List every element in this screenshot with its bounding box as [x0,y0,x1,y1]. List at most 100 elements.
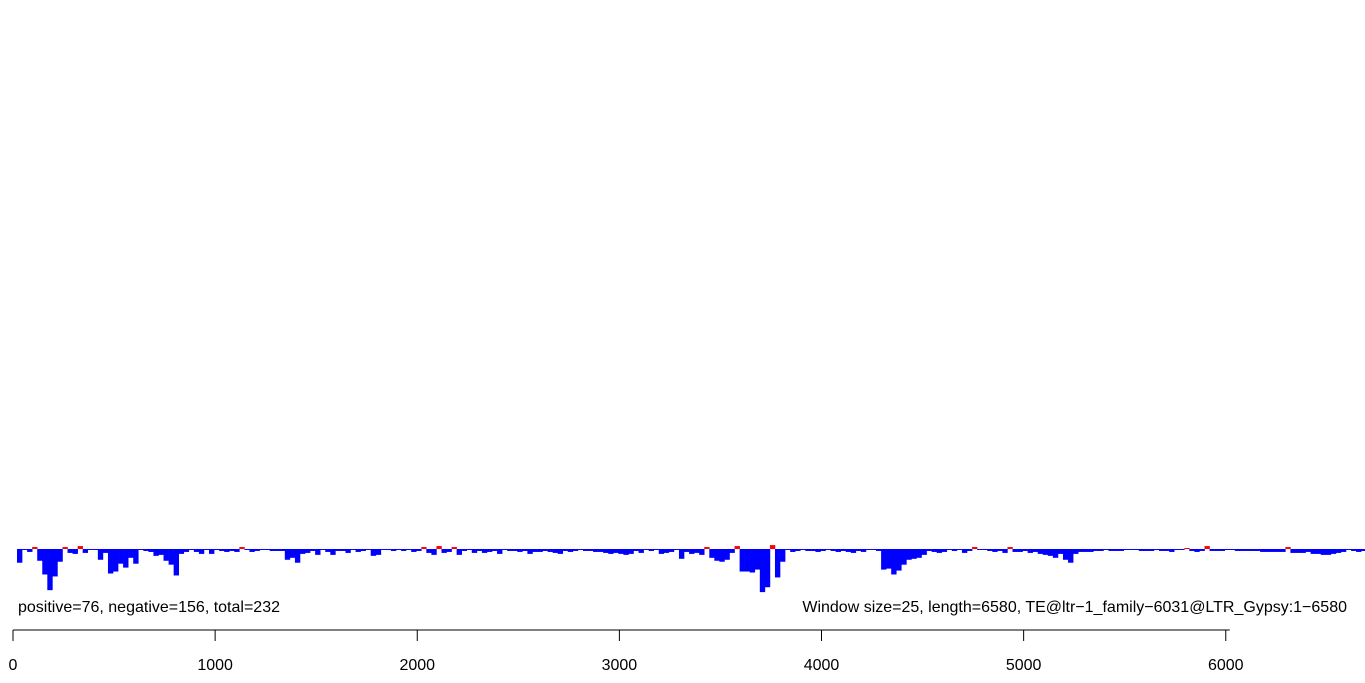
bar [881,549,887,570]
bar [749,549,756,573]
bar [653,549,660,550]
bar [1345,549,1352,550]
bar [790,549,796,552]
bar [1290,549,1296,553]
bar [107,549,114,574]
bar [1174,549,1180,550]
bar [668,549,675,552]
bar [886,549,892,569]
bar [663,549,670,553]
bar [1133,549,1140,550]
bar [1260,549,1266,552]
bar [1017,549,1023,552]
bar [203,549,210,550]
bar [279,549,286,551]
bar [951,549,958,551]
bar [456,549,462,555]
bar [931,549,937,552]
bar [345,549,351,553]
bar [1320,549,1327,555]
bar [1310,549,1316,554]
bar [936,549,943,553]
bar [1148,549,1155,551]
bar [57,549,63,562]
bar [370,549,377,556]
bar [497,549,503,554]
bar [860,549,867,552]
bar [229,549,235,551]
bar [350,549,356,550]
bar [411,549,417,552]
bar [244,549,250,550]
bar [315,549,321,555]
bar [1103,549,1109,550]
bar [451,547,457,549]
x-tick-label: 2000 [399,657,435,674]
bar [87,549,94,550]
bar [719,549,725,562]
bar [360,549,366,551]
bar [1305,549,1311,552]
bar [466,549,473,550]
bar [825,549,831,550]
bar [552,549,558,553]
bar [219,549,225,551]
bar [1280,549,1286,552]
bar [1159,549,1165,551]
bar [517,549,523,552]
bar [1351,549,1357,551]
bar [633,549,639,551]
bar [982,549,988,550]
bar [926,549,932,551]
bar [128,549,134,558]
bar [557,549,564,554]
bar [537,549,543,552]
bar [1169,549,1175,552]
bar [1330,549,1337,554]
bar [148,549,154,552]
bar [1184,548,1190,549]
bar [901,549,907,565]
bar [294,549,301,563]
bar [1249,549,1256,551]
bar [37,549,43,561]
bar [1143,549,1150,551]
bar [214,549,220,550]
bar [416,549,422,551]
bar [1335,549,1342,553]
bar [603,549,609,553]
bar [113,549,119,572]
bar [850,549,857,553]
bar [92,549,99,550]
bar [678,549,685,559]
bar [532,549,538,552]
bar [946,549,953,550]
bar [729,549,735,553]
bar [527,549,533,554]
bar [512,549,518,551]
bar [1229,549,1236,550]
bar [1022,549,1028,551]
x-tick-label: 0 [9,657,18,674]
bar [704,547,710,549]
bar [507,549,513,551]
bar [780,549,786,562]
annotation-counts: positive=76, negative=156, total=232 [18,599,280,616]
bar [375,549,382,555]
bar [906,549,912,560]
bar [1194,549,1200,552]
bar [941,549,948,552]
bar [997,549,1003,551]
bar [1204,546,1210,549]
bar [1300,549,1306,553]
bar [845,549,852,552]
bar [67,549,73,553]
bar [709,549,715,558]
bar [739,549,745,572]
bar [269,549,276,551]
bar [658,549,665,554]
bar [820,549,826,551]
x-axis-ticks: 0 1000 2000 3000 4000 5000 6000 [9,630,1244,674]
bar [1239,549,1246,551]
